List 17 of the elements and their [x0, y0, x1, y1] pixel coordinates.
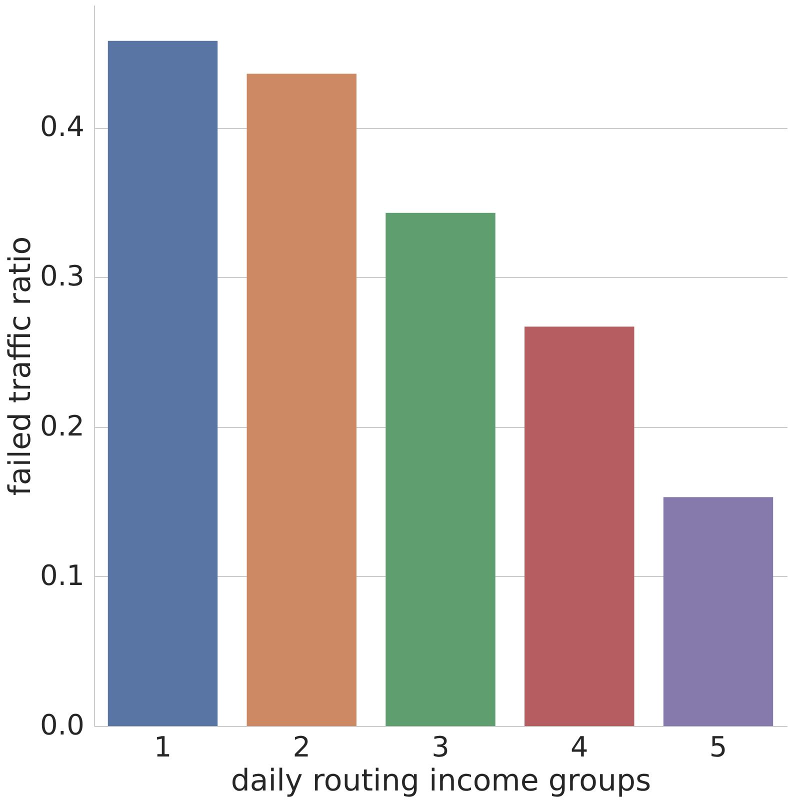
y-axis-title: failed traffic ratio [2, 236, 38, 496]
y-tick-label: 0.1 [40, 558, 84, 592]
bar [108, 40, 218, 726]
x-axis-title: daily routing income groups [230, 764, 652, 798]
bar [663, 497, 774, 726]
x-tick-label: 3 [432, 730, 450, 764]
y-tick-label: 0.2 [40, 409, 84, 442]
x-tick-label: 4 [570, 730, 588, 764]
bar [524, 326, 634, 726]
x-tick-label: 1 [154, 730, 172, 764]
x-tick-label: 2 [292, 730, 311, 764]
bar [386, 212, 496, 726]
x-tick-label: 5 [709, 730, 728, 764]
y-tick-label: 0.0 [40, 708, 84, 742]
y-tick-label: 0.3 [40, 260, 84, 293]
bar [246, 74, 356, 726]
y-tick-label: 0.4 [40, 110, 84, 144]
